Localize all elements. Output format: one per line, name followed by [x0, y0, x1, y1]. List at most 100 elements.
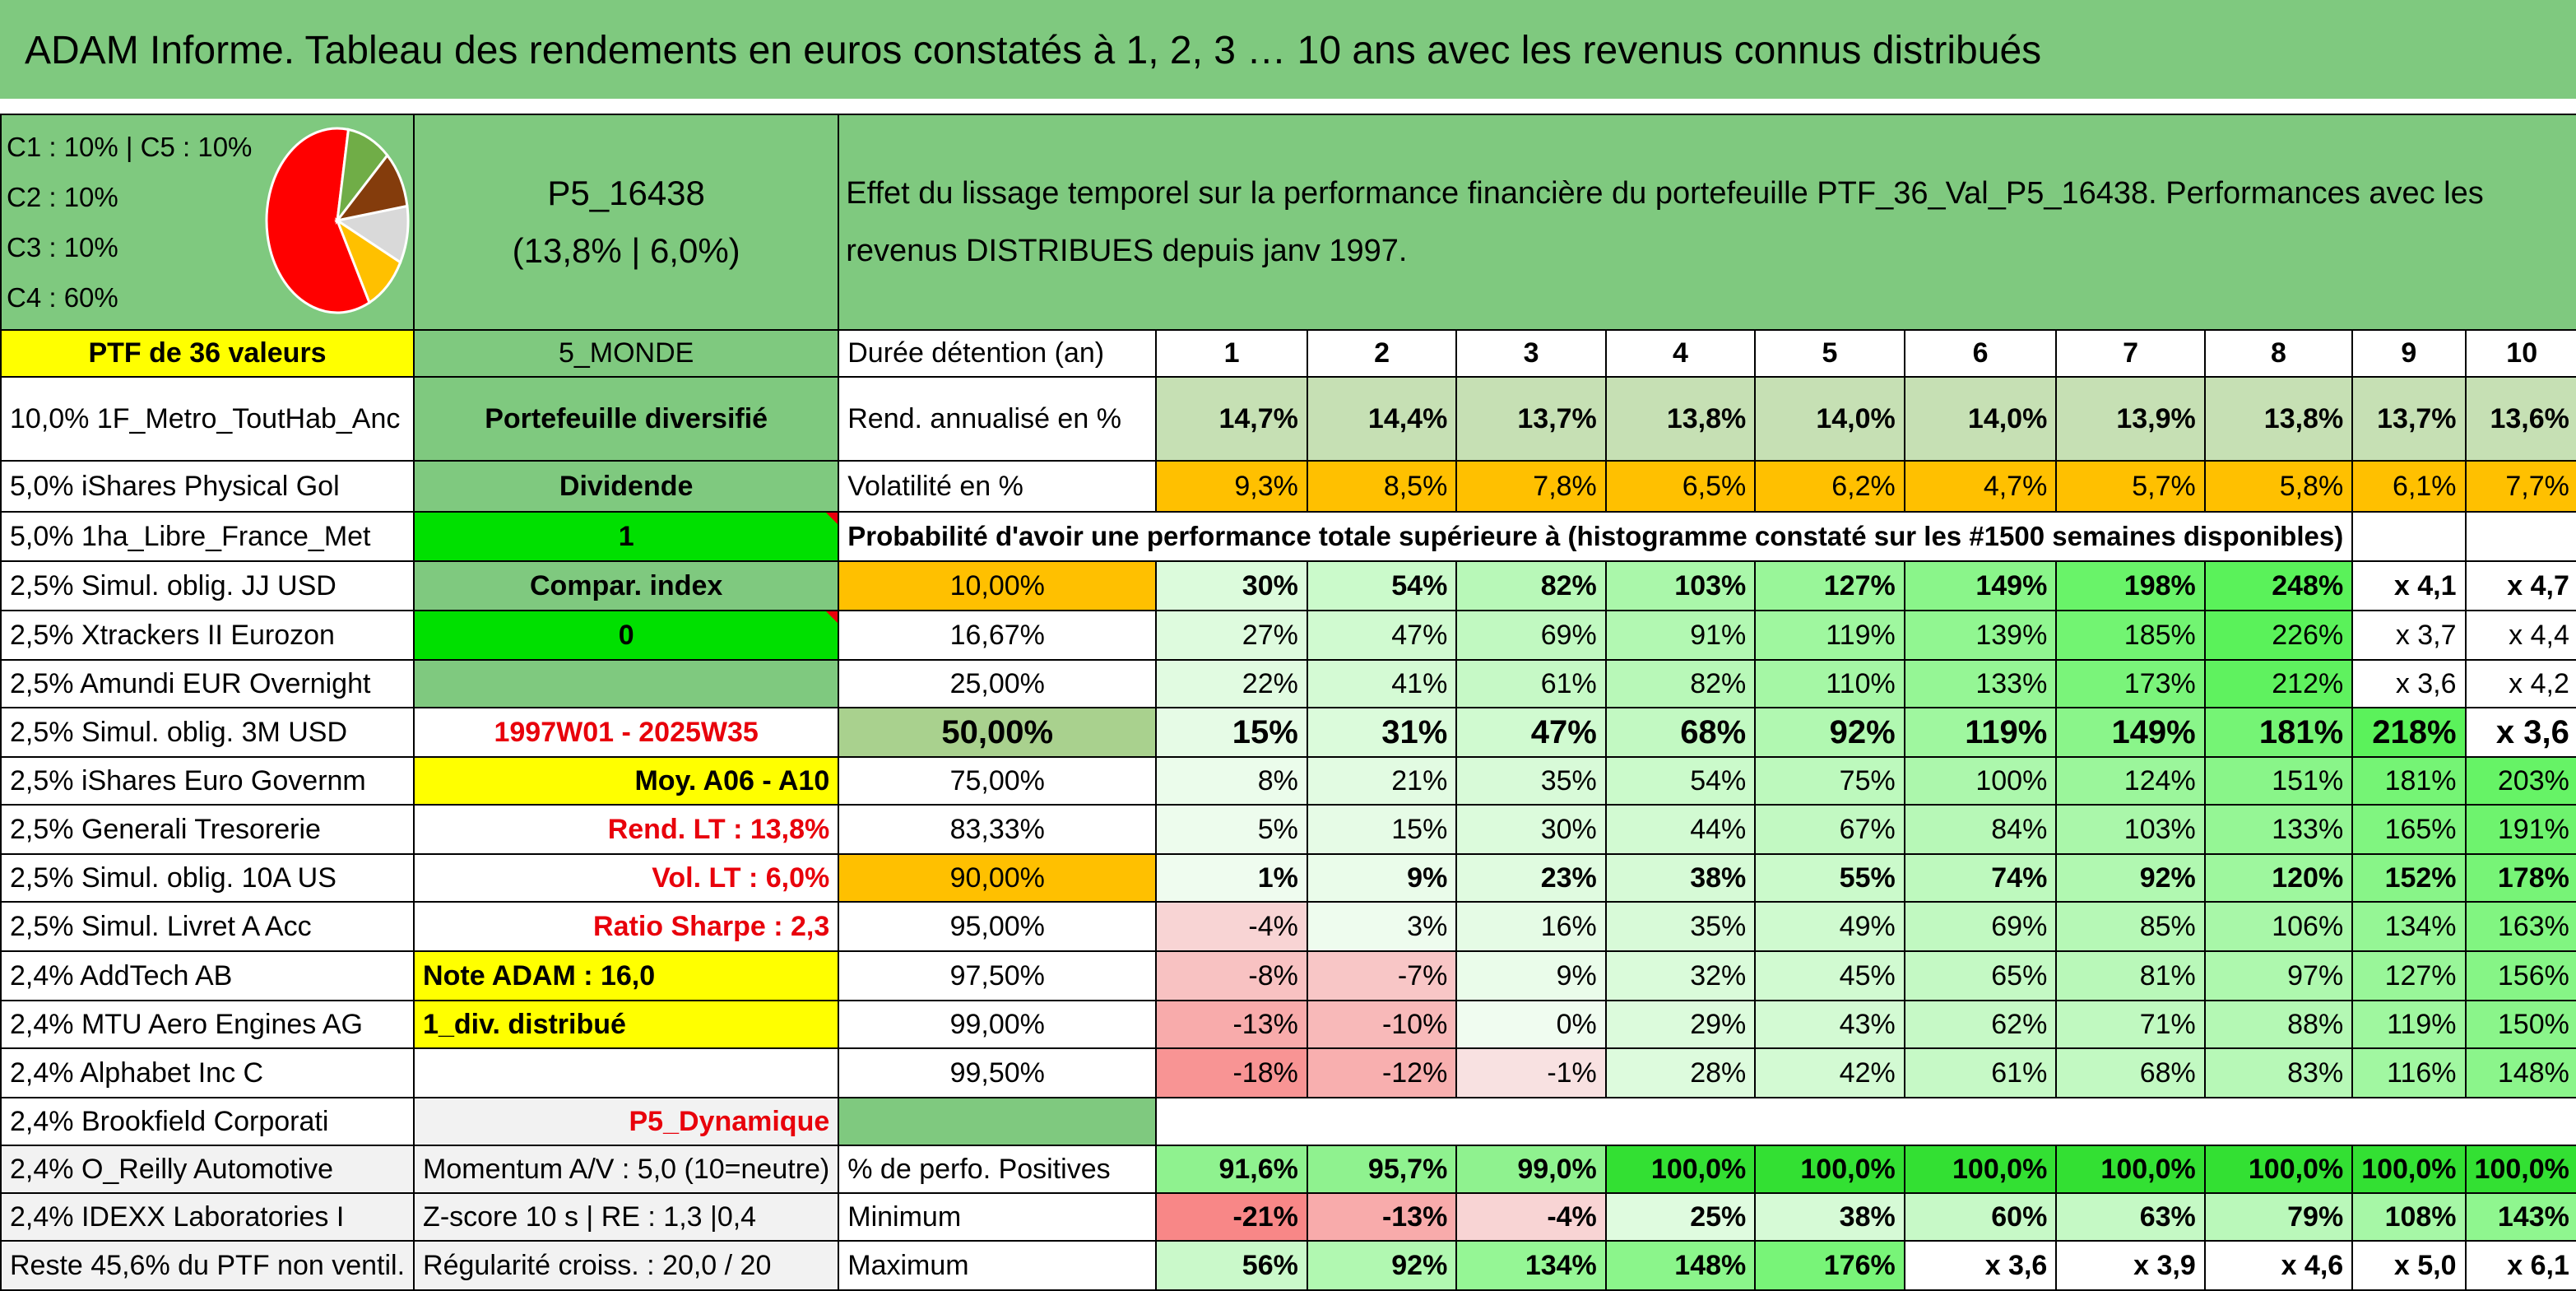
probability-value: 15% [1155, 707, 1308, 758]
holding-name: 5,0% iShares Physical Gol [0, 460, 415, 513]
empty-cell [1155, 1097, 2576, 1145]
probability-threshold: 16,67% [838, 610, 1158, 661]
empty-cell [838, 1097, 1158, 1146]
title-gap [0, 99, 2576, 114]
average-range: Moy. A06 - A10 [413, 756, 840, 806]
probability-value: -12% [1306, 1047, 1458, 1098]
report-title: ADAM Informe. Tableau des rendements en … [0, 0, 2576, 99]
table-row: Reste 45,6% du PTF non ventil. Régularité… [0, 1240, 2576, 1291]
year-header: 7 [2055, 329, 2206, 378]
period-range: 1997W01 - 2025W35 [413, 707, 840, 758]
probability-value: 22% [1155, 659, 1308, 708]
probability-value: x 3,7 [2351, 610, 2467, 661]
year-header: 1 [1155, 329, 1308, 378]
probability-value: 127% [1754, 560, 1905, 611]
allocation-cell: C1 : 10% | C5 : 10% C2 : 10% C3 : 10% C4 : … [0, 114, 415, 331]
probability-value: 29% [1604, 1000, 1757, 1049]
holding-name: 2,4% MTU Aero Engines AG [0, 1000, 415, 1049]
probability-value: 45% [1754, 950, 1905, 1001]
holding-name: Reste 45,6% du PTF non ventil. [0, 1240, 415, 1291]
year-header: 4 [1604, 329, 1757, 378]
vol-value: 5,7% [2055, 460, 2206, 513]
probability-value: 124% [2055, 756, 2206, 806]
probability-value: 9% [1455, 950, 1607, 1001]
probability-value: -4% [1155, 901, 1308, 952]
probability-value: 65% [1903, 950, 2058, 1001]
compar-index: Compar. index [413, 560, 840, 611]
probability-value: -8% [1155, 950, 1308, 1001]
z-score: Z-score 10 s | RE : 1,3 |0,4 [413, 1192, 840, 1242]
maximum-value: 92% [1306, 1240, 1458, 1291]
probability-value: 173% [2055, 659, 2206, 708]
probability-value: 185% [2055, 610, 2206, 661]
holding-name: 2,5% Simul. oblig. JJ USD [0, 560, 415, 611]
probability-value: -7% [1306, 950, 1458, 1001]
table-row: 5,0% 1ha_Libre_France_Met 1 Probabilité d'… [0, 511, 2576, 562]
probability-value: 92% [2055, 853, 2206, 903]
rend-value: 13,9% [2055, 376, 2206, 462]
table-row: 2,5% Simul. Livret A Acc Ratio Sharpe : 2… [0, 901, 2576, 952]
probability-threshold: 95,00% [838, 901, 1158, 952]
holding-name: 2,5% Simul. Livret A Acc [0, 901, 415, 952]
probability-value: 181% [2203, 707, 2354, 758]
positive-value: 100,0% [2203, 1145, 2354, 1194]
probability-value: 82% [1604, 659, 1757, 708]
sharpe-ratio: Ratio Sharpe : 2,3 [413, 901, 840, 952]
probability-value: 103% [2055, 804, 2206, 855]
vol-value: 9,3% [1155, 460, 1308, 513]
probability-value: 85% [2055, 901, 2206, 952]
probability-value: 100% [1903, 756, 2058, 806]
year-header: 9 [2351, 329, 2467, 378]
probability-value: 165% [2351, 804, 2467, 855]
allocation-line: C1 : 10% | C5 : 10% [7, 132, 253, 162]
probability-value: 30% [1155, 560, 1308, 611]
probability-value: 30% [1455, 804, 1607, 855]
probability-value: 218% [2351, 707, 2467, 758]
probability-threshold: 99,50% [838, 1047, 1158, 1098]
probability-value: 83% [2203, 1047, 2354, 1098]
probability-value: 47% [1306, 610, 1458, 661]
probability-value: 71% [2055, 1000, 2206, 1049]
table-row: C1 : 10% | C5 : 10% C2 : 10% C3 : 10% C4 : … [0, 114, 2576, 331]
probability-value: 103% [1604, 560, 1757, 611]
probability-value: 152% [2351, 853, 2467, 903]
probability-value: 248% [2203, 560, 2354, 611]
probability-value: 156% [2464, 950, 2576, 1001]
probability-value: 1% [1155, 853, 1308, 903]
probability-value: 163% [2464, 901, 2576, 952]
maximum-value: x 5,0 [2351, 1240, 2467, 1291]
maximum-value: x 4,6 [2203, 1240, 2354, 1291]
year-header: 2 [1306, 329, 1458, 378]
table-row: 2,5% Xtrackers II Eurozon 0 16,67% 27% 47% 69… [0, 610, 2576, 661]
minimum-value: 25% [1604, 1192, 1757, 1242]
maximum-value: 134% [1455, 1240, 1607, 1291]
probability-threshold: 25,00% [838, 659, 1158, 708]
performance-table: C1 : 10% | C5 : 10% C2 : 10% C3 : 10% C4 : … [0, 114, 2576, 1291]
probability-value: 44% [1604, 804, 1757, 855]
probability-value: 0% [1455, 1000, 1607, 1049]
probability-value: 31% [1306, 707, 1458, 758]
minimum-value: 60% [1903, 1192, 2058, 1242]
probability-value: 149% [1903, 560, 2058, 611]
vol-value: 7,7% [2464, 460, 2576, 513]
duration-label: Durée détention (an) [838, 329, 1158, 378]
probability-value: 119% [2351, 1000, 2467, 1049]
rend-value: 13,7% [2351, 376, 2467, 462]
probability-value: 8% [1155, 756, 1308, 806]
probability-value: 191% [2464, 804, 2576, 855]
probability-value: 226% [2203, 610, 2354, 661]
positive-value: 100,0% [1903, 1145, 2058, 1194]
empty-info-cell [413, 659, 840, 708]
table-row: 2,5% Simul. oblig. 3M USD 1997W01 - 2025W… [0, 707, 2576, 758]
year-header: 10 [2464, 329, 2576, 378]
probability-value: 97% [2203, 950, 2354, 1001]
table-row: 2,5% Simul. oblig. JJ USD Compar. index 10… [0, 560, 2576, 611]
probability-value: -18% [1155, 1047, 1308, 1098]
rend-label: Rend. annualisé en % [838, 376, 1158, 462]
probability-value: 32% [1604, 950, 1757, 1001]
adam-note: Note ADAM : 16,0 [413, 950, 840, 1001]
probability-value: 23% [1455, 853, 1607, 903]
rend-value: 13,6% [2464, 376, 2576, 462]
rend-value: 14,7% [1155, 376, 1308, 462]
minimum-value: 63% [2055, 1192, 2206, 1242]
